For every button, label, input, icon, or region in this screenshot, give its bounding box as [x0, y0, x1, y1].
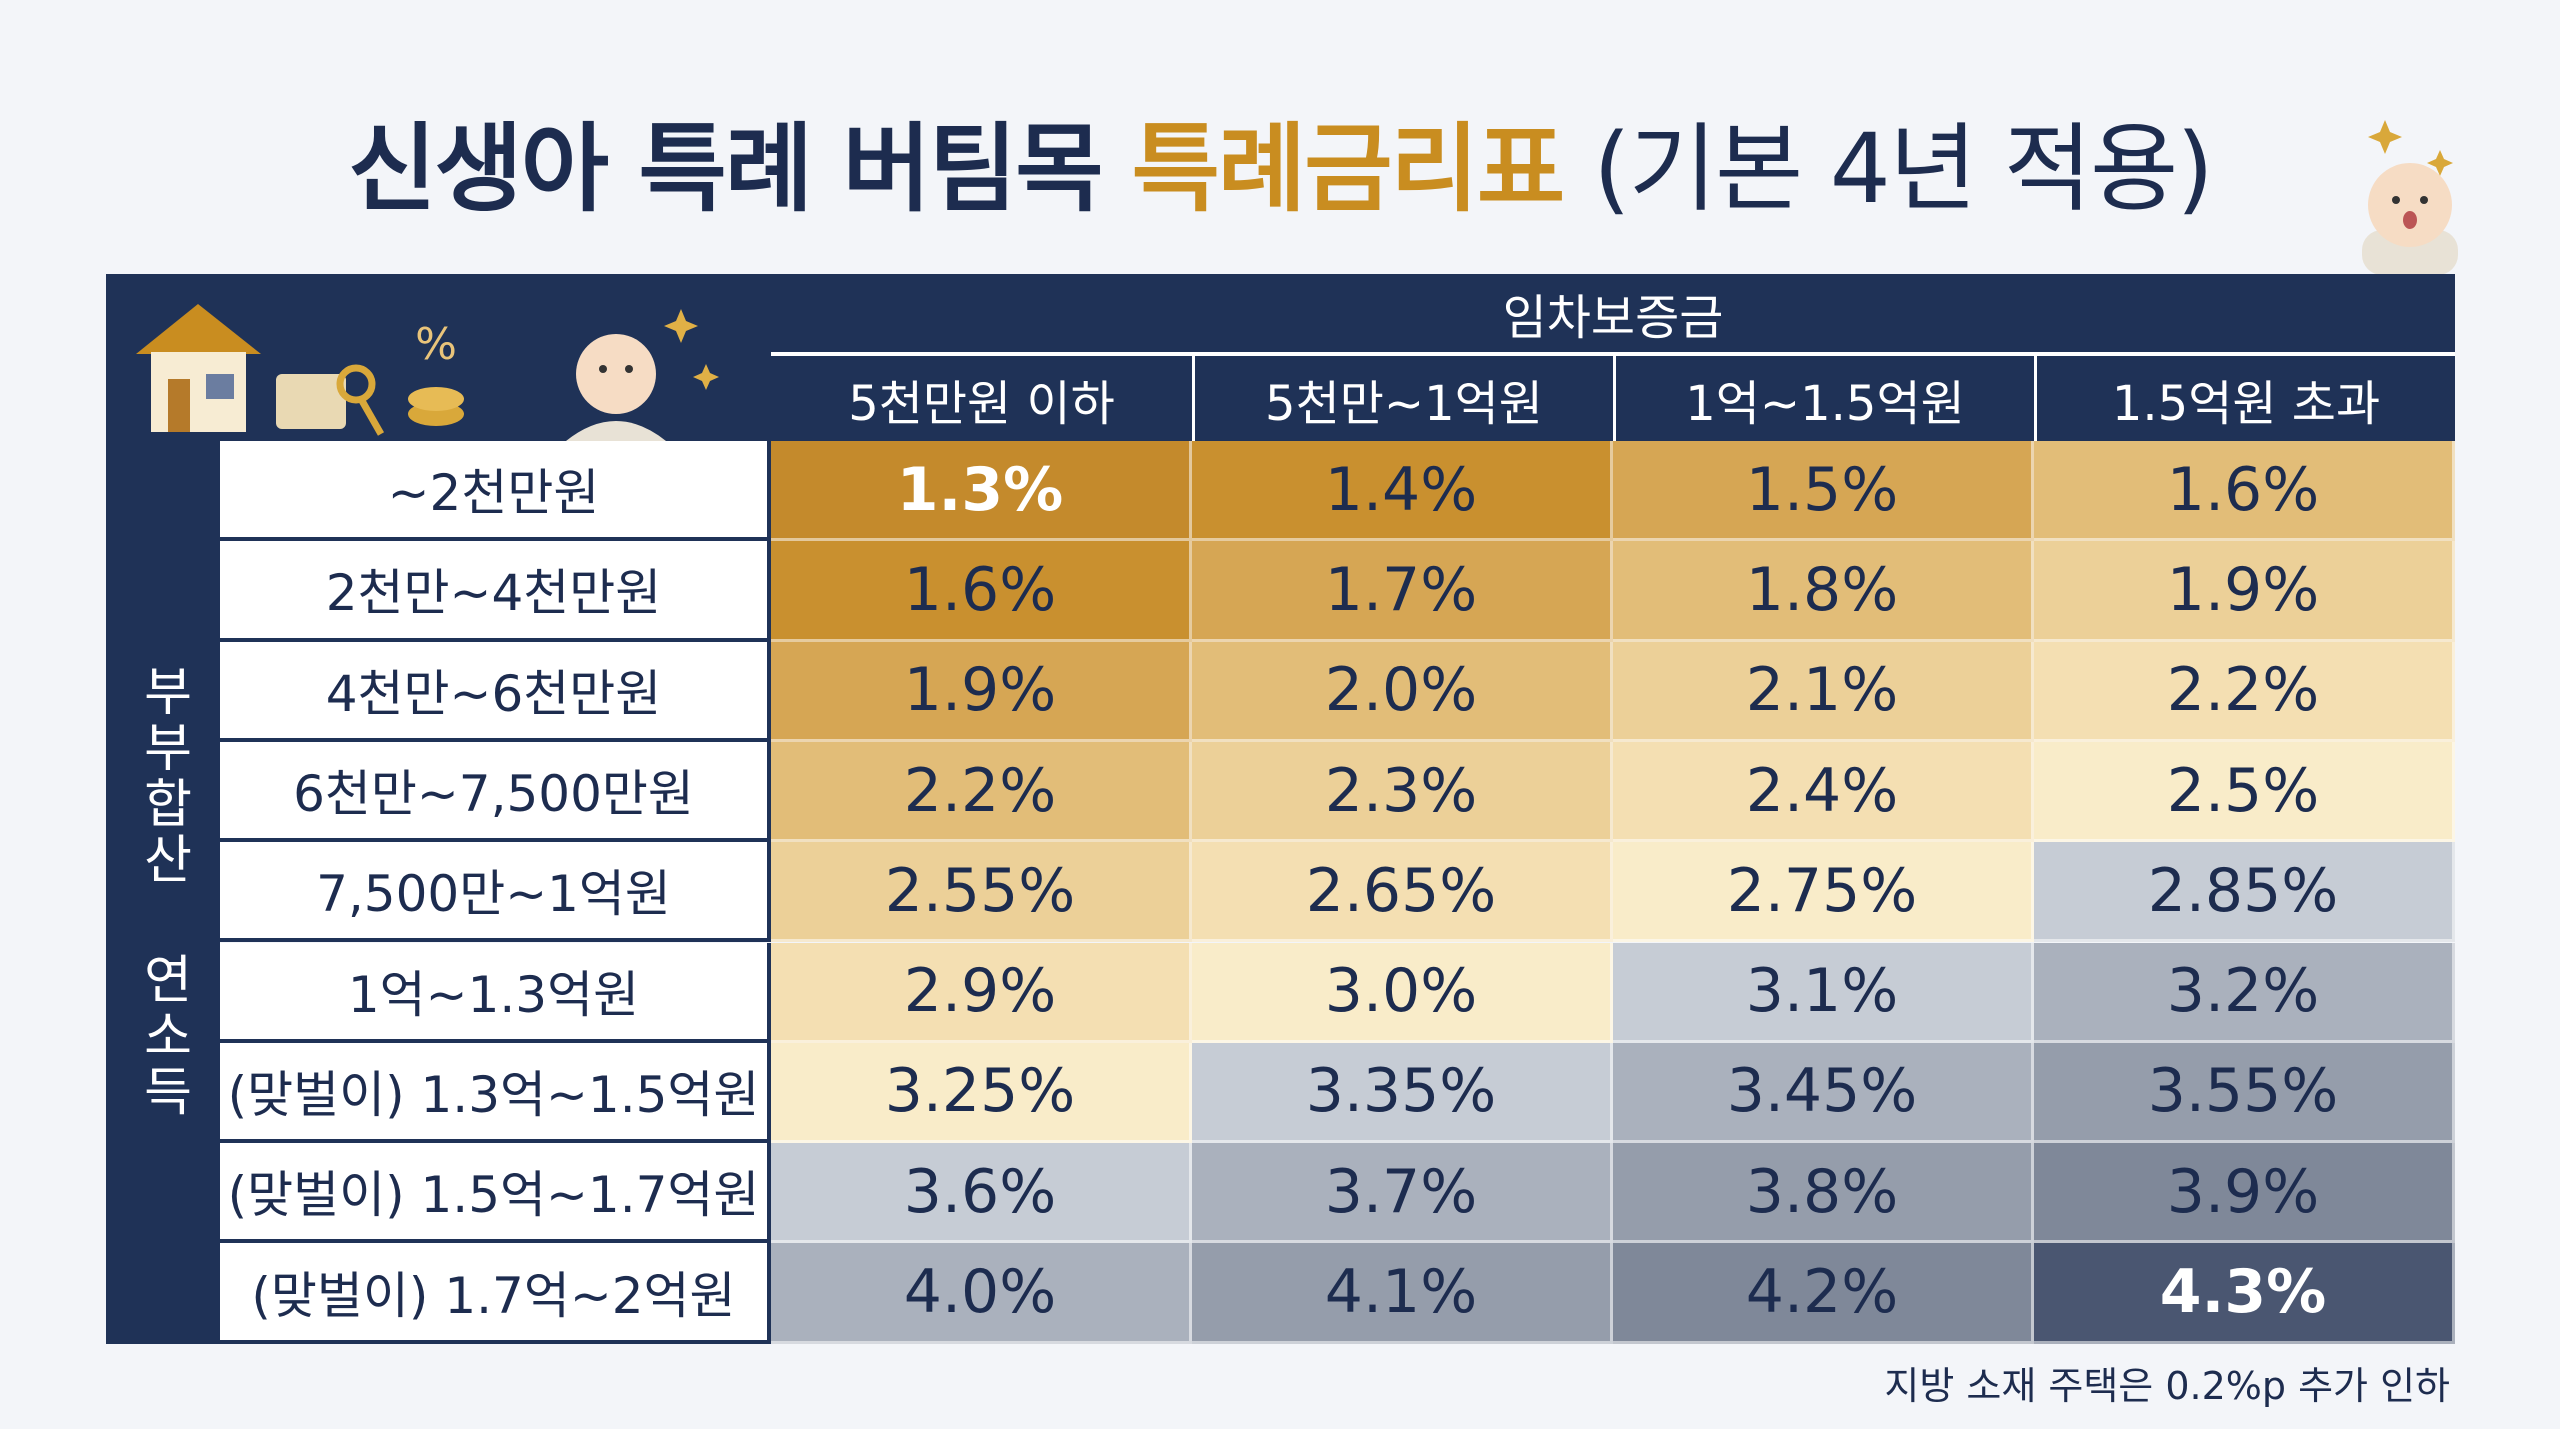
rate-cell: 2.65% — [1192, 842, 1613, 943]
rate-cell: 3.25% — [771, 1042, 1192, 1144]
rate-cell: 3.1% — [1613, 942, 2034, 1043]
row-label: 7,500만~1억원 — [220, 842, 771, 943]
rate-cell: 2.75% — [1613, 842, 2034, 943]
rate-cell: 3.9% — [2034, 1143, 2455, 1244]
rate-cell: 1.6% — [2034, 441, 2455, 542]
rate-cell: 2.2% — [2034, 641, 2455, 742]
row-label: (맞벌이) 1.7억~2억원 — [220, 1243, 771, 1344]
rate-cell: 4.1% — [1192, 1243, 1613, 1344]
row-label: 2천만~4천만원 — [220, 541, 771, 642]
row-label: (맞벌이) 1.5억~1.7억원 — [220, 1143, 771, 1244]
rate-cell: 2.1% — [1613, 641, 2034, 742]
rate-cell: 4.3% — [2034, 1243, 2455, 1344]
rate-cell: 3.35% — [1192, 1042, 1613, 1144]
rate-cell: 2.55% — [771, 842, 1192, 943]
rate-cell: 2.2% — [771, 741, 1192, 843]
column-header: 1억~1.5억원 — [1613, 356, 2034, 441]
rate-cell: 1.9% — [771, 641, 1192, 742]
rate-cell: 4.2% — [1613, 1243, 2034, 1344]
rate-cell: 1.5% — [1613, 441, 2034, 542]
rate-cell: 3.7% — [1192, 1143, 1613, 1244]
svg-text:%: % — [415, 319, 457, 370]
row-label: 1억~1.3억원 — [220, 942, 771, 1043]
row-label: ~2천만원 — [220, 441, 771, 542]
row-label: (맞벌이) 1.3억~1.5억원 — [220, 1042, 771, 1144]
rate-cell: 2.5% — [2034, 741, 2455, 843]
row-label: 4천만~6천만원 — [220, 641, 771, 742]
rate-cell: 1.3% — [771, 441, 1192, 542]
header-icons: % — [106, 274, 771, 441]
title-suffix: (기본 4년 적용) — [1593, 112, 2214, 225]
column-header: 1.5억원 초과 — [2034, 356, 2455, 441]
rate-cell: 2.85% — [2034, 842, 2455, 943]
rate-cell: 1.4% — [1192, 441, 1613, 542]
column-header: 5천만원 이하 — [771, 356, 1192, 441]
rate-cell: 3.2% — [2034, 942, 2455, 1043]
title-main: 신생아 특례 버팀목 — [348, 112, 1103, 225]
group-header: 임차보증금 — [771, 274, 2455, 356]
rate-cell: 2.3% — [1192, 741, 1613, 843]
rate-cell: 1.9% — [2034, 541, 2455, 642]
baby-decoration — [2362, 120, 2458, 275]
title: 신생아 특례 버팀목 특례금리표 (기본 4년 적용) — [0, 95, 2560, 225]
row-label: 6천만~7,500만원 — [220, 741, 771, 843]
column-header: 5천만~1억원 — [1192, 356, 1613, 441]
rate-cell: 1.7% — [1192, 541, 1613, 642]
rate-cell: 1.8% — [1613, 541, 2034, 642]
rate-cell: 4.0% — [771, 1243, 1192, 1344]
rate-cell: 3.0% — [1192, 942, 1613, 1043]
title-highlight: 특례금리표 — [1131, 112, 1566, 225]
rate-cell: 3.55% — [2034, 1042, 2455, 1144]
footnote: 지방 소재 주택은 0.2%p 추가 인하 — [1884, 1364, 2450, 1408]
rate-cell: 2.0% — [1192, 641, 1613, 742]
rate-cell: 3.45% — [1613, 1042, 2034, 1144]
rate-cell: 3.6% — [771, 1143, 1192, 1244]
rate-cell: 3.8% — [1613, 1143, 2034, 1244]
row-group-label: 부부합산 연소득 — [106, 441, 220, 1344]
rate-cell: 2.9% — [771, 942, 1192, 1043]
rate-cell: 2.4% — [1613, 741, 2034, 843]
rate-cell: 1.6% — [771, 541, 1192, 642]
